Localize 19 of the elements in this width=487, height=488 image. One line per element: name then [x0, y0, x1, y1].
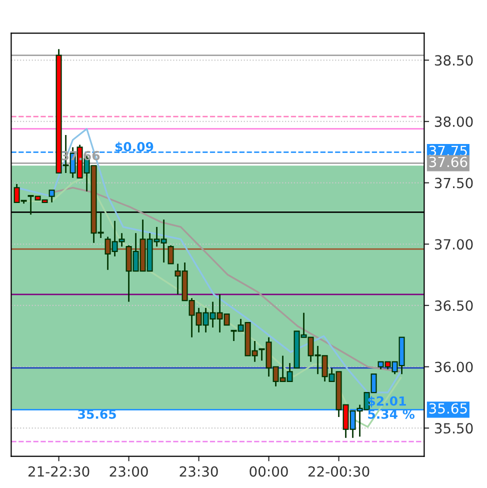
candlestick: [168, 244, 174, 264]
x-tick-label: 23:00: [110, 466, 148, 477]
y-tick-label: 37.50: [434, 178, 473, 188]
annotation: $0.09: [115, 142, 154, 154]
y-tick-label: 38.00: [434, 116, 473, 127]
x-tick-label: 22-00:30: [308, 466, 370, 477]
y-tick-label: 36.50: [434, 300, 473, 311]
x-tick-label: 00:00: [250, 466, 288, 477]
x-tick-label: 23:30: [180, 466, 218, 477]
candlestick: [48, 189, 55, 204]
y-tick-label: 38.50: [434, 55, 473, 66]
annotation: 5.34 %: [368, 409, 415, 419]
y-tick-label: 35.50: [434, 423, 473, 434]
y-tick-label: 36.00: [434, 362, 473, 372]
ref-line-label: 35.65: [429, 403, 467, 414]
y-tick-label: 37.00: [434, 239, 473, 250]
ref-line-label: 37.66: [429, 156, 468, 168]
annotation: 37.66: [62, 150, 100, 160]
x-tick-label: 21-22:30: [28, 466, 90, 477]
